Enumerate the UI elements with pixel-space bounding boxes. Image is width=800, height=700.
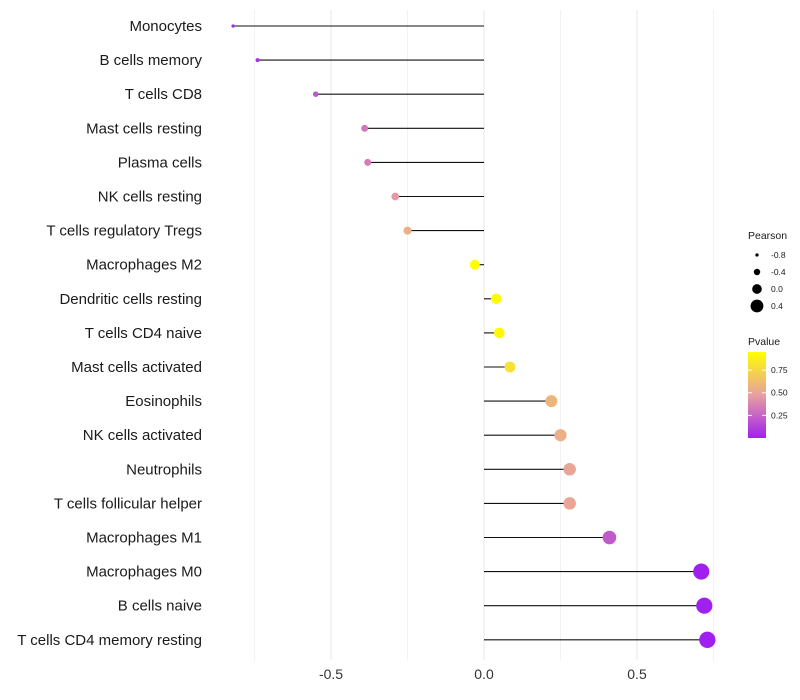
- lollipop-point: [364, 158, 372, 166]
- lollipop-point: [563, 497, 576, 510]
- color-legend-title: Pvalue: [748, 336, 780, 348]
- category-labels: Monocytes B cells memory T cells CD8 Mast c…: [17, 18, 202, 649]
- size-legend-label: 0.0: [771, 284, 783, 294]
- lollipop-point: [699, 631, 716, 648]
- size-legend-label: -0.4: [771, 267, 786, 277]
- lollipop-point: [545, 395, 558, 408]
- size-legend-title: Pearson: [748, 230, 787, 242]
- lollipop-point: [403, 226, 412, 235]
- color-legend-label: 0.50: [771, 388, 788, 398]
- size-legend: Pearson -0.8 -0.4 0.0 0.4: [748, 230, 787, 313]
- lollipop-point: [255, 58, 260, 63]
- lollipop-point: [494, 327, 505, 339]
- lollipop-point: [391, 192, 400, 201]
- color-legend: Pvalue 0.25 0.50 0.75: [748, 336, 788, 438]
- category-label: Neutrophils: [126, 461, 202, 478]
- category-label: Mast cells resting: [86, 120, 202, 137]
- lollipop-point: [361, 124, 369, 132]
- size-legend-key: [750, 299, 764, 313]
- lollipop-point: [469, 259, 480, 270]
- category-label: Dendritic cells resting: [59, 291, 202, 308]
- category-label: Macrophages M2: [86, 257, 202, 274]
- size-legend-label: -0.8: [771, 250, 786, 260]
- category-label: Plasma cells: [118, 154, 202, 171]
- category-label: NK cells activated: [83, 427, 202, 444]
- category-label: B cells memory: [99, 52, 202, 69]
- category-label: Macrophages M1: [86, 530, 202, 547]
- category-label: T cells regulatory Tregs: [46, 223, 202, 240]
- color-legend-label: 0.75: [771, 365, 788, 375]
- lollipop-points: [231, 24, 716, 648]
- color-legend-bar: [748, 352, 766, 438]
- lollipop-point: [490, 293, 502, 305]
- category-label: Mast cells activated: [71, 359, 202, 376]
- lollipop-point: [563, 463, 576, 476]
- lollipop-sticks: [233, 25, 708, 641]
- category-label: T cells CD4 memory resting: [17, 632, 202, 649]
- category-label: B cells naive: [118, 598, 202, 615]
- category-label: Eosinophils: [125, 393, 202, 410]
- category-label: Macrophages M0: [86, 564, 202, 581]
- lollipop-point: [696, 597, 713, 614]
- lollipop-point: [554, 429, 567, 442]
- x-axis-ticks: -0.5 0.0 0.5: [319, 666, 647, 682]
- category-label: NK cells resting: [98, 189, 202, 206]
- color-legend-label: 0.25: [771, 410, 788, 420]
- lollipop-point: [312, 91, 319, 97]
- size-legend-key: [752, 284, 762, 294]
- size-legend-label: 0.4: [771, 301, 783, 311]
- category-label: T cells follicular helper: [54, 495, 202, 512]
- lollipop-point: [602, 530, 617, 545]
- grid: [254, 10, 714, 660]
- x-tick-label: -0.5: [319, 666, 343, 682]
- category-label: T cells CD4 naive: [85, 325, 202, 342]
- category-label: Monocytes: [129, 18, 202, 35]
- lollipop-point: [231, 24, 235, 28]
- size-legend-key: [753, 268, 761, 276]
- size-legend-key: [755, 253, 759, 257]
- lollipop-point: [693, 563, 710, 580]
- x-tick-label: 0.5: [627, 666, 647, 682]
- x-tick-label: 0.0: [474, 666, 494, 682]
- lollipop-point: [504, 361, 516, 373]
- category-label: T cells CD8: [125, 86, 202, 103]
